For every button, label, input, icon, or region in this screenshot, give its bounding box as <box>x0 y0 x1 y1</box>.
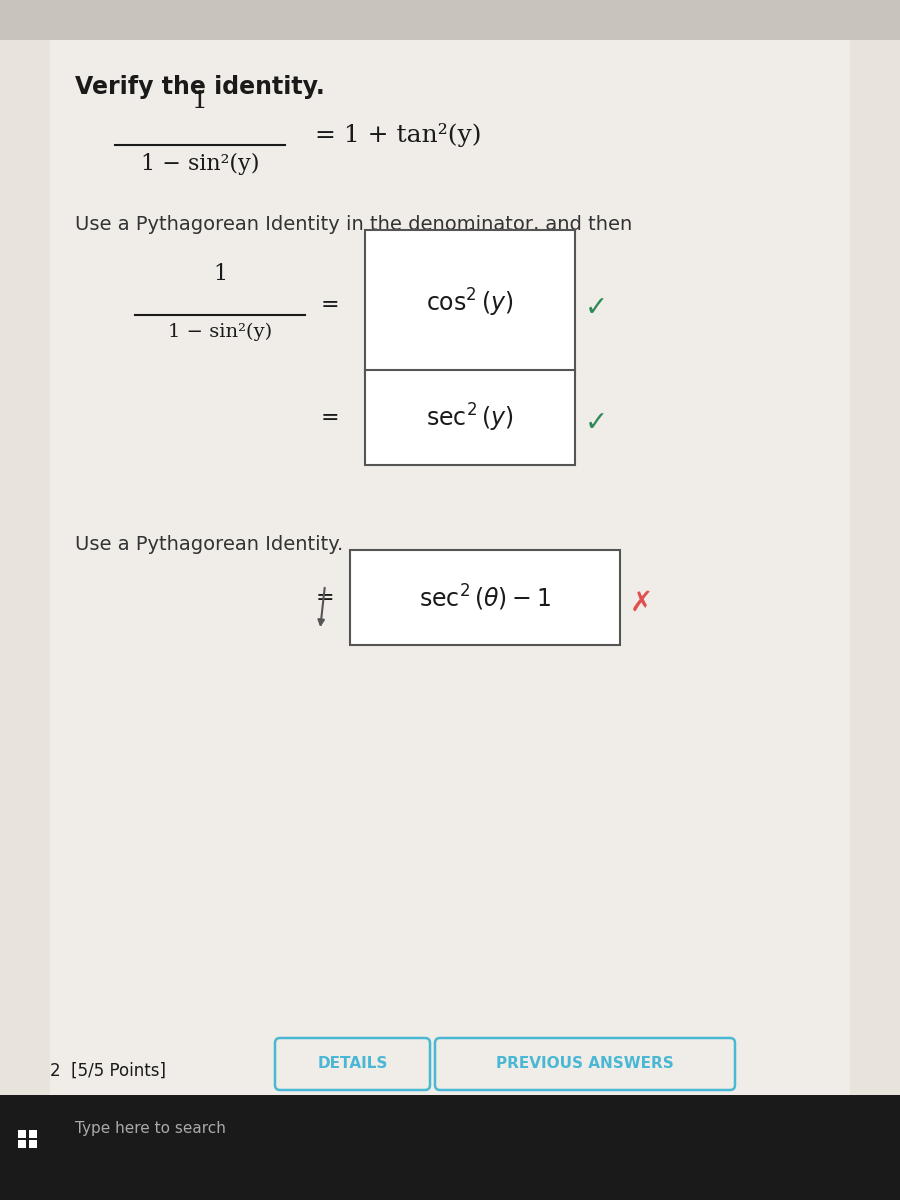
FancyBboxPatch shape <box>18 1140 26 1148</box>
FancyBboxPatch shape <box>350 550 620 646</box>
FancyBboxPatch shape <box>275 1038 430 1090</box>
FancyBboxPatch shape <box>29 1129 37 1138</box>
Text: $\sec^2(y)$: $\sec^2(y)$ <box>427 401 514 433</box>
Text: Use a Pythagorean Identity.: Use a Pythagorean Identity. <box>75 535 343 554</box>
Text: $\cos^2(y)$: $\cos^2(y)$ <box>427 287 514 318</box>
FancyBboxPatch shape <box>18 1129 26 1138</box>
Text: = 1 + tan²(y): = 1 + tan²(y) <box>315 122 482 146</box>
FancyBboxPatch shape <box>365 230 575 376</box>
Text: PREVIOUS ANSWERS: PREVIOUS ANSWERS <box>496 1056 674 1072</box>
Text: Use a Pythagorean Identity in the denominator, and then: Use a Pythagorean Identity in the denomi… <box>75 215 632 234</box>
Text: 1: 1 <box>213 263 227 284</box>
FancyBboxPatch shape <box>365 370 575 466</box>
Text: $\sec^2(\theta) - 1$: $\sec^2(\theta) - 1$ <box>419 582 551 613</box>
FancyBboxPatch shape <box>435 1038 735 1090</box>
Text: Type here to search: Type here to search <box>75 1121 226 1135</box>
Text: ✓: ✓ <box>585 408 608 437</box>
Text: =: = <box>320 294 339 316</box>
FancyBboxPatch shape <box>29 1140 37 1148</box>
Text: 1: 1 <box>463 228 477 250</box>
FancyBboxPatch shape <box>0 0 900 40</box>
Text: 1 − sin²(y): 1 − sin²(y) <box>168 323 272 341</box>
Text: 1: 1 <box>192 90 208 113</box>
Text: DETAILS: DETAILS <box>318 1056 388 1072</box>
FancyBboxPatch shape <box>50 40 850 1120</box>
Text: 2  [5/5 Points]: 2 [5/5 Points] <box>50 1062 166 1080</box>
Text: ✗: ✗ <box>630 588 653 617</box>
Text: ✓: ✓ <box>585 294 608 322</box>
Text: =: = <box>320 407 339 428</box>
Text: 1 − sin²(y): 1 − sin²(y) <box>140 152 259 175</box>
Text: =: = <box>316 587 334 608</box>
FancyBboxPatch shape <box>0 1094 900 1200</box>
Text: Verify the identity.: Verify the identity. <box>75 74 325 98</box>
